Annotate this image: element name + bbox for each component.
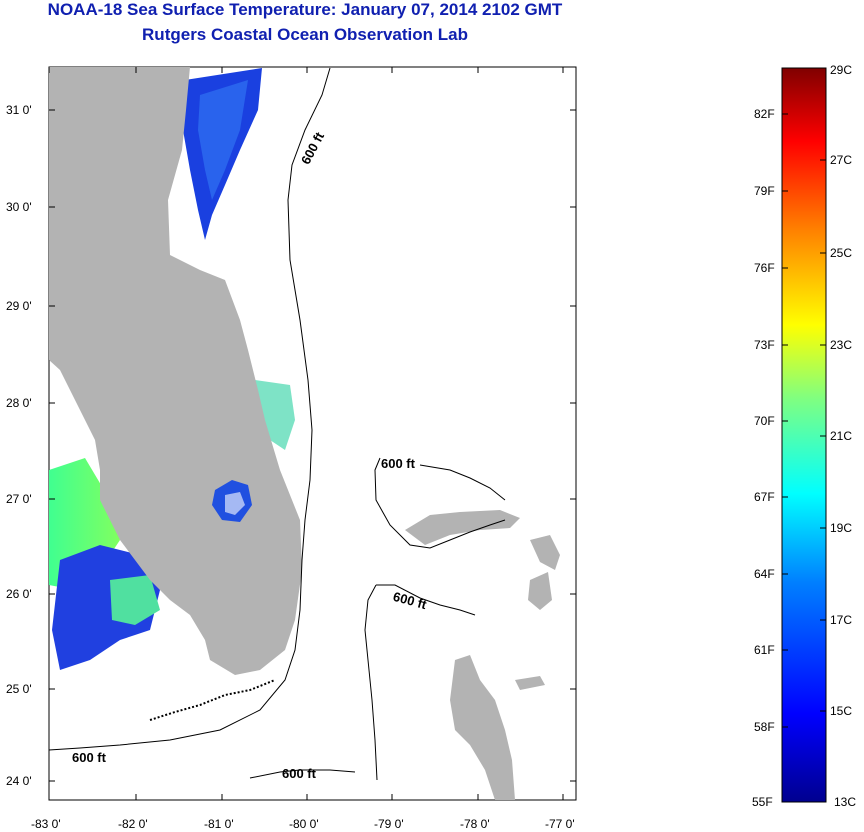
lon-label-82: -82 0' (118, 817, 148, 831)
colorbar-f-label: 64F (754, 567, 775, 581)
lat-label-25: 25 0' (6, 682, 32, 696)
lon-label-83: -83 0' (31, 817, 61, 831)
lon-label-78: -78 0' (460, 817, 490, 831)
colorbar-f-label: 79F (754, 184, 775, 198)
lat-label-24: 24 0' (6, 774, 32, 788)
colorbar-c-label: 15C (830, 704, 852, 718)
andros (450, 655, 515, 800)
sst-swath-north-blue (198, 80, 248, 200)
berry-islands (515, 676, 545, 690)
lat-label-28: 28 0' (6, 396, 32, 410)
abaco (530, 535, 560, 570)
colorbar-f-label: 76F (754, 261, 775, 275)
colorbar-f-label: 61F (754, 643, 775, 657)
colorbar-c-label: 17C (830, 613, 852, 627)
colorbar-bottom-f: 55F (752, 795, 773, 809)
contour-label-south: 600 ft (282, 766, 317, 781)
contour-label-southwest: 600 ft (72, 750, 107, 765)
lon-label-81: -81 0' (204, 817, 234, 831)
sst-swath-gulf-cyan (110, 575, 160, 625)
colorbar-c-label: 23C (830, 338, 852, 352)
colorbar-ticks (782, 113, 826, 728)
map-title: NOAA-18 Sea Surface Temperature: January… (47, 0, 563, 19)
depth-contours (48, 67, 506, 781)
lon-ticks (48, 67, 564, 800)
colorbar-c-label: 21C (830, 429, 852, 443)
colorbar-c-label: 27C (830, 153, 852, 167)
colorbar (781, 67, 827, 803)
florida-keys (149, 679, 276, 721)
colorbar-top-label: 29C (830, 63, 852, 77)
lon-label-80: -80 0' (289, 817, 319, 831)
sst-swath-gulf-blue (52, 545, 160, 670)
colorbar-c-label: 25C (830, 246, 852, 260)
colorbar-c-label: 19C (830, 521, 852, 535)
lon-label-77: -77 0' (545, 817, 575, 831)
colorbar-bottom-c: 13C (834, 795, 856, 809)
lat-label-27: 27 0' (6, 492, 32, 506)
colorbar-f-label: 70F (754, 414, 775, 428)
colorbar-f-label: 67F (754, 490, 775, 504)
lat-label-31: 31 0' (6, 103, 32, 117)
sst-swath-east-coast (255, 380, 295, 450)
florida-land (49, 67, 302, 675)
lat-label-26: 26 0' (6, 587, 32, 601)
contour-label-bahamas: 600 ft (381, 456, 416, 471)
colorbar-f-label: 82F (754, 107, 775, 121)
lon-label-79: -79 0' (374, 817, 404, 831)
map-subtitle: Rutgers Coastal Ocean Observation Lab (142, 25, 468, 44)
colorbar-f-label: 58F (754, 720, 775, 734)
colorbar-f-label: 73F (754, 338, 775, 352)
abaco-south (528, 572, 552, 610)
lat-label-30: 30 0' (6, 200, 32, 214)
lat-label-29: 29 0' (6, 299, 32, 313)
grand-bahama (405, 510, 520, 545)
lake-okeechobee-inner (225, 492, 245, 515)
lat-ticks (49, 109, 576, 782)
